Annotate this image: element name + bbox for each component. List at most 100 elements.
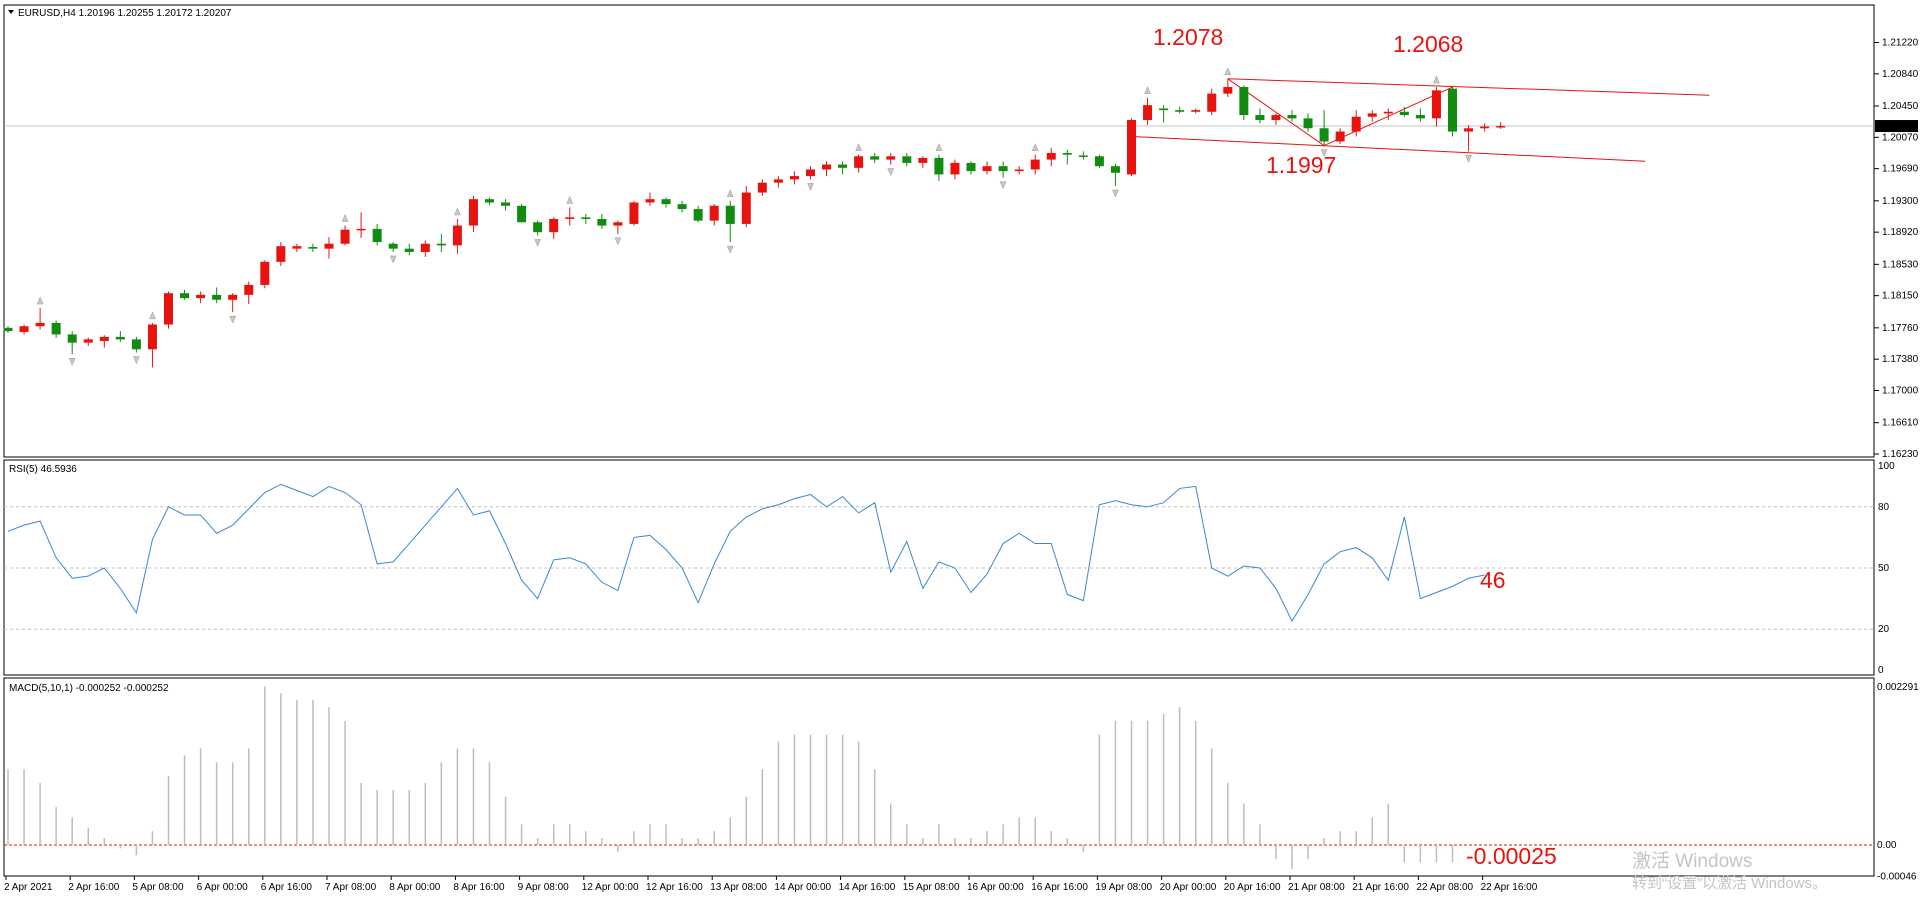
candle-body [308,247,318,249]
candle-body [1046,152,1056,160]
candle-body [324,243,334,249]
price-y-tick-label: 1.21220 [1882,37,1919,48]
triangle-down-icon[interactable] [8,10,14,14]
candle-body [420,243,430,252]
candle-body [260,261,270,285]
fractal-down-icon [614,237,622,246]
current-price-label: 1.20207 [1879,122,1916,133]
x-tick-label: 16 Apr 16:00 [1031,882,1088,893]
candle-body [147,324,157,350]
candle-body [1287,115,1297,119]
candle-body [918,157,928,163]
x-tick-label: 8 Apr 16:00 [453,882,505,893]
macd-plot [4,686,1874,870]
candle-body [1255,115,1265,121]
candle-body [549,218,559,233]
annotation-high-2: 1.2068 [1393,31,1463,57]
channel-lower-line [1131,136,1646,162]
candle-body [693,209,703,221]
rsi-value-label: 46 [1480,567,1506,593]
price-y-tick-label: 1.20840 [1882,69,1919,80]
candle-body [356,228,366,231]
candle-body [886,156,896,160]
x-tick-label: 22 Apr 08:00 [1416,882,1473,893]
axes: 1.21220 1.20840 1.20450 1.20070 1.19690 1.193… [4,37,1919,893]
candle-body [870,156,880,160]
price-y-tick-label: 1.16230 [1882,449,1919,460]
candle-body [1448,88,1457,132]
macd-value-label: -0.00025 [1466,843,1557,869]
candle-body [1078,155,1088,157]
candle-body [1030,159,1040,170]
annotation-high-1: 1.2078 [1153,24,1223,50]
rsi-y-tick-label: 100 [1878,461,1895,472]
x-tick-label: 22 Apr 16:00 [1481,882,1538,893]
fractal-down-icon [999,181,1007,190]
fractal-down-icon [887,168,895,177]
candle-body [164,293,173,325]
x-tick-label: 6 Apr 16:00 [261,882,313,893]
fractal-down-icon [726,245,734,254]
x-tick-label: 12 Apr 00:00 [582,882,639,893]
candle-body [902,156,912,163]
candle-body [404,248,414,252]
candle-body [661,199,671,205]
fractal-down-icon [534,239,542,248]
candle-body [709,205,719,221]
candle-body [1383,111,1393,114]
fractal-up-icon [1224,67,1232,76]
channel-upper-line [1227,78,1710,96]
watermark-line2: 转到“设置”以激活 Windows。 [1632,875,1827,892]
rsi-y-tick-label: 80 [1878,502,1890,513]
candle-body [645,199,655,203]
x-tick-label: 21 Apr 16:00 [1352,882,1409,893]
candle-body [677,204,687,210]
macd-panel-frame [3,677,1875,877]
fractal-up-icon [1031,143,1039,151]
fractal-down-icon [389,255,397,264]
candle-body [822,164,832,170]
x-tick-label: 20 Apr 16:00 [1224,882,1281,893]
candle-body [1415,115,1425,119]
price-y-tick-label: 1.19300 [1882,196,1919,207]
fractal-up-icon [454,207,461,216]
price-y-tick-label: 1.20450 [1882,101,1919,112]
candle-body [292,246,302,249]
candle-body [131,339,141,350]
x-tick-label: 6 Apr 00:00 [197,882,249,893]
candle-body [1223,87,1233,94]
candle-body [180,293,190,299]
fractal-up-icon [566,195,574,204]
candle-body [1207,93,1217,112]
candle-body [196,294,206,299]
fractal-up-icon [726,189,734,198]
candle-body [340,229,350,244]
candle-body [725,205,735,224]
candle-body [806,169,815,177]
fractal-down-icon [133,356,140,365]
candle-body [1127,120,1136,175]
price-plot [3,67,1874,368]
fractal-up-icon [1433,75,1440,84]
candle-body [452,225,462,246]
candle-body [597,218,607,226]
x-tick-label: 16 Apr 00:00 [967,882,1024,893]
candle-body [1110,166,1120,173]
candle-body [533,222,543,233]
candle-body [854,156,864,168]
candle-body [276,246,286,262]
macd-y-tick-label: 0.002291 [1877,682,1919,693]
fractal-up-icon [935,143,943,151]
fractal-up-icon [36,296,44,305]
candle-body [1303,118,1313,129]
candle-body [1191,110,1201,112]
candle-body [966,162,976,172]
price-panel-title: EURUSD,H4 1.20196 1.20255 1.20172 1.2020… [18,8,232,19]
candle-body [1319,128,1329,142]
x-tick-label: 2 Apr 16:00 [68,882,120,893]
x-tick-label: 9 Apr 08:00 [518,882,570,893]
candle-body [1239,87,1249,116]
candle-body [982,166,992,172]
